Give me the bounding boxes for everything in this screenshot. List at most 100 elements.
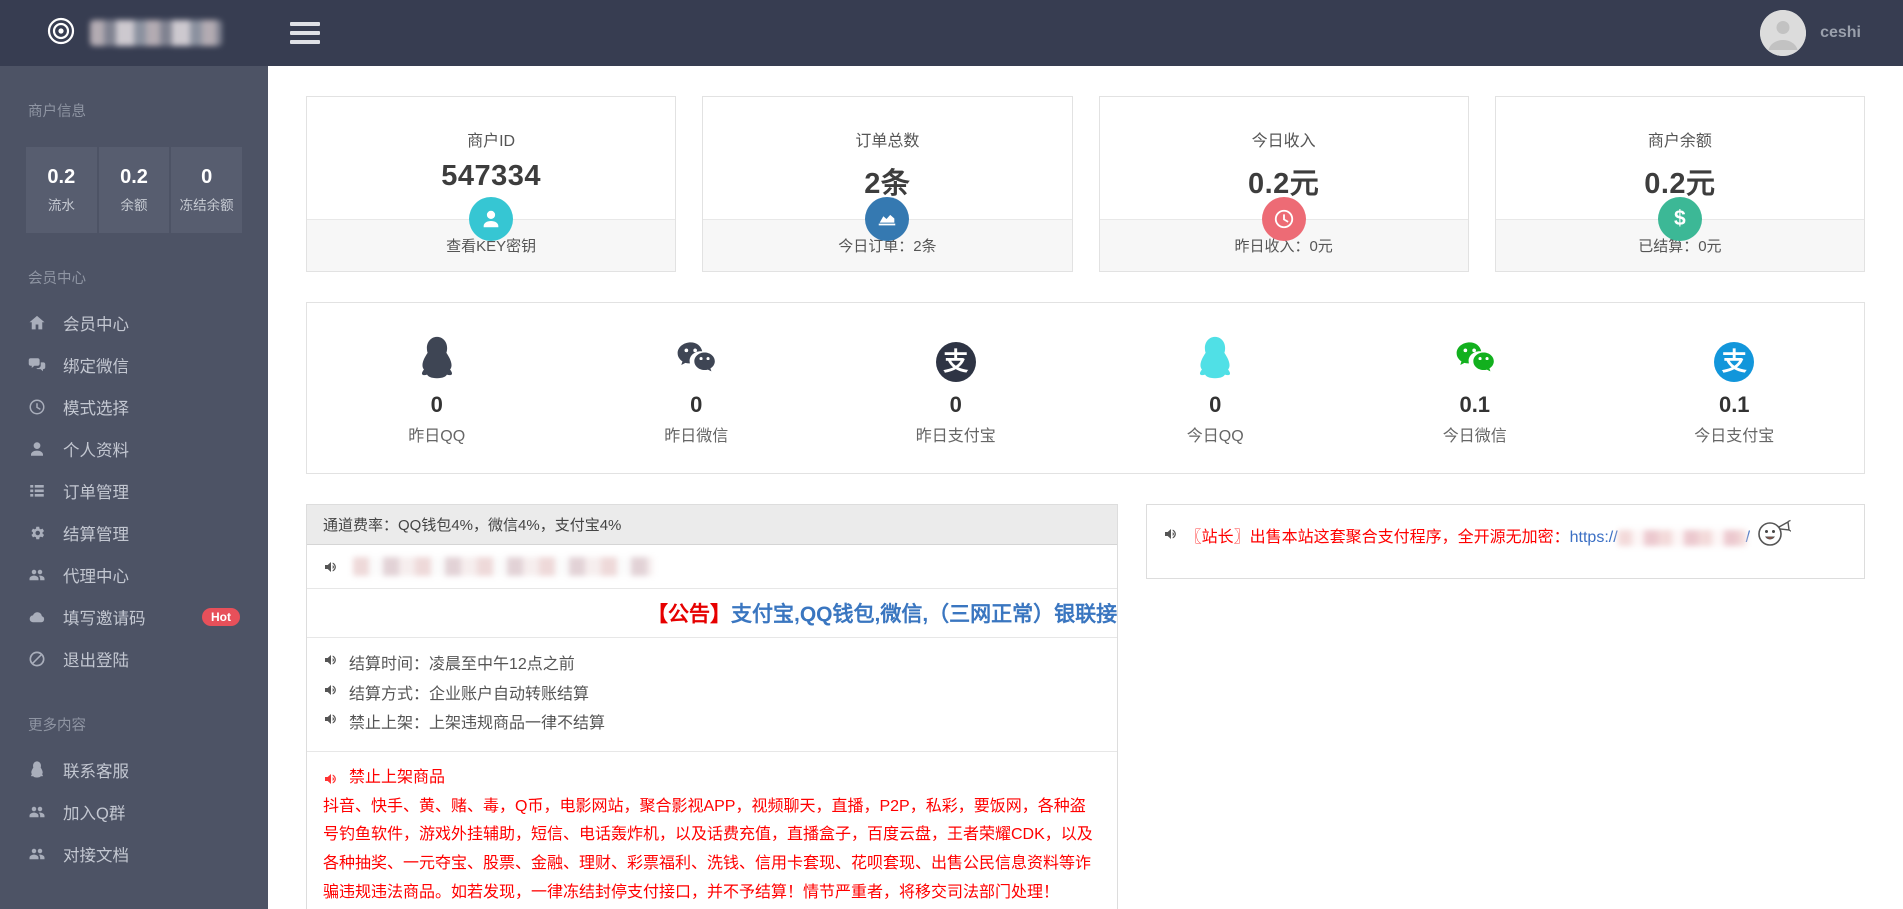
channel-rate-header: 通道费率：QQ钱包4%，微信4%，支付宝4% — [307, 505, 1118, 545]
hamburger-icon — [290, 22, 320, 26]
merchant-stats: 0.2 流水 0.2 余额 0 冻结余额 — [26, 147, 243, 233]
stat-today-wechat: 0.1 今日微信 — [1345, 330, 1605, 446]
user-menu[interactable]: ceshi — [1760, 10, 1861, 56]
sidebar-item-profile[interactable]: 个人资料 — [0, 428, 268, 470]
merchant-info-heading: 商户信息 — [28, 104, 86, 120]
merchant-id-value: 547334 — [441, 160, 542, 192]
sidebar-item-order-management[interactable]: 订单管理 — [0, 470, 268, 512]
merchant-balance-card: 商户余额 0.2元 $ 已结算：0元 — [1494, 96, 1865, 272]
alipay-icon: 支 — [826, 330, 1086, 382]
speaker-icon — [323, 682, 341, 698]
users-icon — [28, 803, 48, 821]
wechat-icon — [567, 330, 827, 382]
notice-blurred-row — [307, 545, 1118, 589]
stat-box-balance: 0.2 余额 — [98, 147, 170, 233]
announcement-prefix: 【公告】 — [647, 603, 731, 626]
promo-panel: 〖站长〗出售本站这套聚合支付程序，全开源无加密：https:/// — [1146, 504, 1865, 580]
sidebar-item-logout[interactable]: 退出登陆 — [0, 638, 268, 680]
dollar-icon: $ — [1657, 197, 1702, 241]
app-topbar: ceshi — [0, 0, 1903, 66]
list-icon — [28, 482, 48, 500]
more-content-heading: 更多内容 — [28, 718, 86, 734]
promo-text: 〖站长〗出售本站这套聚合支付程序，全开源无加密： — [1185, 528, 1570, 546]
ban-icon — [28, 650, 48, 668]
stat-yesterday-qq: 0 昨日QQ — [307, 330, 567, 446]
emoticon-sticker-icon — [1757, 519, 1792, 556]
qq-icon — [307, 330, 567, 382]
clock-icon — [1261, 197, 1306, 241]
brand-logo-icon — [46, 16, 76, 51]
area-chart-icon — [865, 197, 910, 241]
home-icon — [28, 314, 48, 332]
stat-box-flow: 0.2 流水 — [26, 147, 97, 233]
users-icon — [28, 566, 48, 584]
announcement-row: 【公告】支付宝,QQ钱包,微信,（三网正常）银联接 — [307, 589, 1118, 638]
stat-yesterday-alipay: 支 0 昨日支付宝 — [826, 330, 1086, 446]
comments-icon — [28, 356, 48, 374]
sidebar: 商户信息 0.2 流水 0.2 余额 0 冻结余额 会员中心 会员中心 — [0, 66, 268, 909]
sidebar-item-join-qq-group[interactable]: 加入Q群 — [0, 791, 268, 833]
notices-row: 通道费率：QQ钱包4%，微信4%，支付宝4% 【公告】支付宝,QQ钱包,微信,（… — [306, 504, 1865, 909]
summary-cards: 商户ID 547334 查看KEY密钥 订单总数 2条 今日订单：2条 — [306, 96, 1865, 272]
user-icon — [28, 440, 48, 458]
sidebar-item-settlement-management[interactable]: 结算管理 — [0, 512, 268, 554]
rule-settlement-time: 结算时间：凌晨至中午12点之前 — [349, 656, 575, 673]
sidebar-item-api-docs[interactable]: 对接文档 — [0, 833, 268, 875]
brand-name-blurred — [90, 20, 222, 46]
users-icon — [28, 845, 48, 863]
stat-yesterday-wechat: 0 昨日微信 — [567, 330, 827, 446]
forbidden-products-text: 抖音、快手、黄、赌、毒，Q币，电影网站，聚合影视APP，视频聊天，直播，P2P，… — [323, 797, 1093, 901]
announcement-text: 支付宝,QQ钱包,微信,（三网正常）银联接 — [731, 603, 1118, 626]
speaker-icon — [323, 711, 341, 727]
user-avatar[interactable] — [1760, 10, 1807, 56]
forbidden-products-title: 禁止上架商品 — [349, 768, 446, 786]
channel-stats-panel: 0 昨日QQ 0 昨日微信 支 0 昨日支付宝 — [306, 302, 1865, 474]
qq-penguin-icon — [28, 761, 48, 779]
card-title: 订单总数 — [855, 133, 920, 150]
sidebar-item-bind-wechat[interactable]: 绑定微信 — [0, 344, 268, 386]
promo-link[interactable]: https:/// — [1569, 528, 1751, 546]
merchant-id-card: 商户ID 547334 查看KEY密钥 — [306, 96, 677, 272]
sidebar-item-agent-center[interactable]: 代理中心 — [0, 554, 268, 596]
cogs-icon — [28, 524, 48, 542]
notice-panel: 通道费率：QQ钱包4%，微信4%，支付宝4% 【公告】支付宝,QQ钱包,微信,（… — [306, 504, 1119, 909]
sidebar-item-mode-select[interactable]: 模式选择 — [0, 386, 268, 428]
member-center-heading: 会员中心 — [28, 271, 86, 287]
main-content: 商户ID 547334 查看KEY密钥 订单总数 2条 今日订单：2条 — [268, 66, 1903, 909]
rule-settlement-method: 结算方式：企业账户自动转账结算 — [349, 685, 590, 703]
today-income-value: 0.2元 — [1247, 168, 1320, 200]
blurred-url — [1617, 529, 1746, 546]
today-income-card: 今日收入 0.2元 昨日收入：0元 — [1098, 96, 1469, 272]
speaker-icon — [323, 559, 341, 575]
card-title: 商户余额 — [1647, 133, 1712, 150]
card-title: 商户ID — [467, 133, 516, 150]
alipay-icon: 支 — [1605, 330, 1865, 382]
blurred-notice-text — [353, 557, 653, 576]
brand-area — [0, 16, 268, 51]
qq-icon — [1086, 330, 1346, 382]
order-total-card: 订单总数 2条 今日订单：2条 — [702, 96, 1073, 272]
sidebar-toggle-button[interactable] — [282, 9, 328, 57]
speaker-icon — [323, 771, 341, 787]
order-total-value: 2条 — [864, 168, 911, 200]
sidebar-menu: 会员中心 绑定微信 模式选择 个人资料 订单管理 结算管理 — [0, 302, 268, 680]
stat-today-qq: 0 今日QQ — [1086, 330, 1346, 446]
sidebar-item-member-center[interactable]: 会员中心 — [0, 302, 268, 344]
cloud-icon — [28, 608, 48, 626]
card-title: 今日收入 — [1251, 133, 1316, 150]
sidebar-item-contact-support[interactable]: 联系客服 — [0, 749, 268, 791]
promo-row: 〖站长〗出售本站这套聚合支付程序，全开源无加密：https:/// — [1147, 505, 1864, 578]
speaker-icon — [1163, 526, 1181, 542]
wechat-icon — [1345, 330, 1605, 382]
settlement-rules-row: 结算时间：凌晨至中午12点之前 结算方式：企业账户自动转账结算 禁止上架：上架违… — [307, 638, 1118, 752]
rule-forbidden-listing: 禁止上架：上架违规商品一律不结算 — [349, 715, 606, 733]
clock-icon — [28, 398, 48, 416]
merchant-balance-value: 0.2元 — [1644, 168, 1716, 200]
speaker-icon — [323, 652, 341, 668]
user-icon — [469, 197, 514, 241]
sidebar-item-invite-code[interactable]: 填写邀请码 Hot — [0, 596, 268, 638]
stat-box-frozen: 0 冻结余额 — [171, 147, 243, 233]
username-label: ceshi — [1820, 24, 1861, 41]
hot-badge: Hot — [202, 608, 240, 626]
